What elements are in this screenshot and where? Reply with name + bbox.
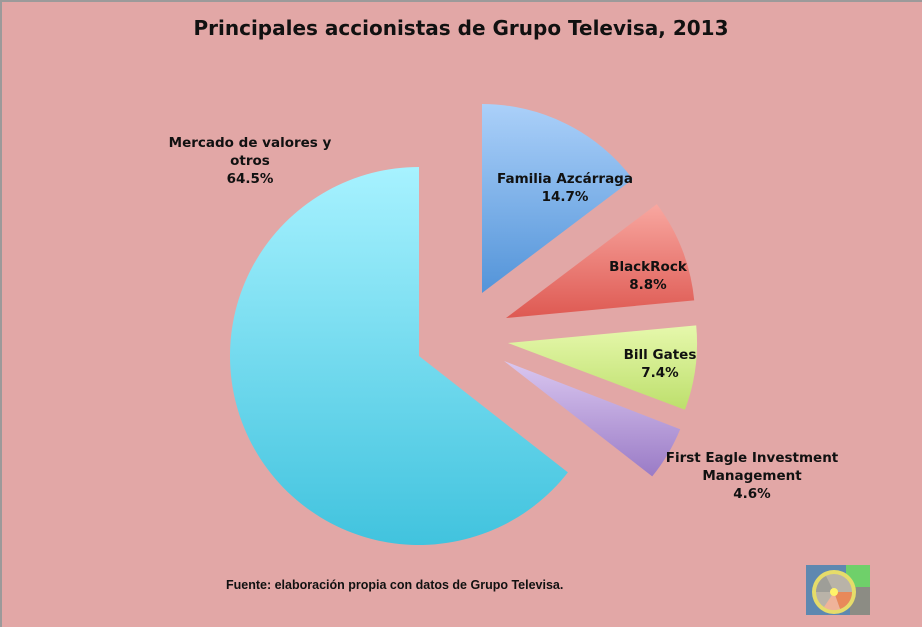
slice-mercado[interactable] — [229, 166, 568, 545]
label-first-eagle-line1: First Eagle Investment — [665, 450, 839, 466]
label-mercado-line1: Mercado de valores y — [168, 135, 332, 151]
label-first-eagle-line2: Management — [702, 468, 802, 484]
label-blackrock-value: 8.8% — [629, 277, 667, 293]
label-blackrock-name: BlackRock — [609, 259, 687, 275]
label-bill-gates-value: 7.4% — [641, 365, 679, 381]
label-blackrock: BlackRock 8.8% — [588, 258, 708, 294]
slice-bill-gates[interactable] — [508, 325, 698, 410]
label-mercado: Mercado de valores y otros 64.5% — [150, 134, 350, 188]
label-mercado-value: 64.5% — [226, 171, 274, 187]
slice-first-eagle[interactable] — [504, 361, 681, 477]
label-bill-gates-name: Bill Gates — [623, 347, 697, 363]
source-note: Fuente: elaboración propia con datos de … — [226, 578, 564, 592]
label-first-eagle: First Eagle Investment Management 4.6% — [652, 449, 852, 503]
label-bill-gates: Bill Gates 7.4% — [600, 346, 720, 382]
slice-familia-azcarraga[interactable] — [482, 104, 633, 293]
label-first-eagle-value: 4.6% — [733, 486, 771, 502]
label-familia: Familia Azcárraga 14.7% — [475, 170, 655, 206]
label-mercado-line2: otros — [230, 153, 270, 169]
chart-title: Principales accionistas de Grupo Televis… — [193, 16, 729, 40]
slice-blackrock[interactable] — [506, 204, 695, 318]
label-familia-value: 14.7% — [541, 189, 589, 205]
color-wheel-logo-icon — [806, 565, 870, 615]
label-familia-name: Familia Azcárraga — [497, 171, 633, 187]
